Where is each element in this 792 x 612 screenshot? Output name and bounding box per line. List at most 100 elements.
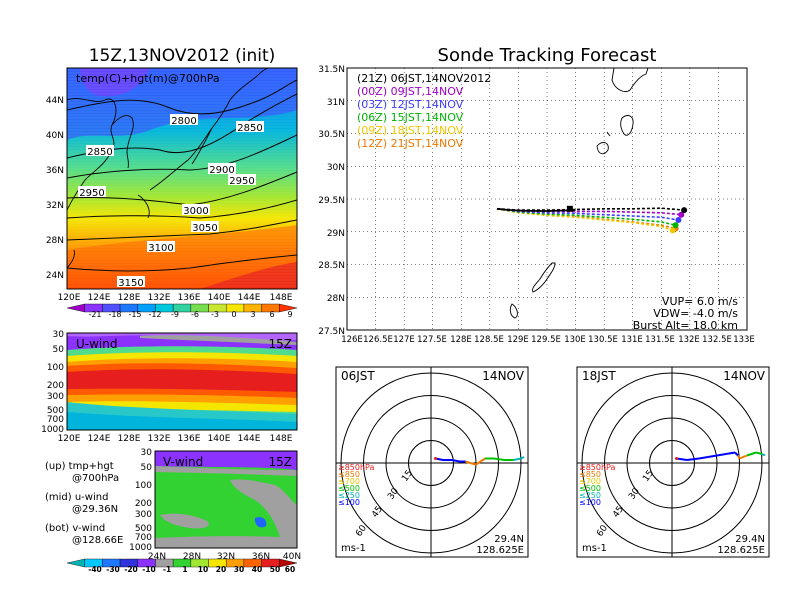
left-title: 15Z,13NOV2012 (init) bbox=[89, 46, 276, 66]
map-frame bbox=[66, 67, 298, 290]
map-lat-label: 36N bbox=[46, 166, 64, 176]
uwind-p-label: 50 bbox=[53, 345, 65, 355]
svg-text:2800: 2800 bbox=[171, 116, 196, 127]
track-lon-label: 126E bbox=[341, 335, 363, 345]
hodo-segment bbox=[707, 454, 718, 458]
temp-colorbar-label: -18 bbox=[108, 310, 121, 319]
track-lat-label: 29.5N bbox=[318, 196, 345, 206]
vwind-p-labels: 30 50 100 200 300 500 700 1000 bbox=[129, 448, 152, 553]
note-bot-line2: @128.66E bbox=[72, 535, 123, 546]
map-lon-label: 124E bbox=[88, 293, 111, 303]
hodo-right-p-2: ≤700 bbox=[579, 477, 601, 486]
wind-colorbar-label: -10 bbox=[142, 565, 156, 574]
hodo-left-p-0: ≥850hPa bbox=[338, 463, 375, 472]
track-lon-label: 133E bbox=[733, 335, 755, 345]
hodo-left-units: ms-1 bbox=[341, 543, 366, 554]
vwind-p-label: 700 bbox=[135, 533, 152, 543]
map-lat-label: 24N bbox=[46, 271, 64, 281]
svg-text:3000: 3000 bbox=[183, 206, 208, 217]
hodo-segment bbox=[479, 457, 486, 463]
hodo-left-lon: 128.625E bbox=[476, 545, 524, 556]
wind-colorbar-label: -20 bbox=[124, 565, 138, 574]
contour-label: 3000 bbox=[182, 204, 210, 217]
hodo-left-time: 06JST bbox=[341, 369, 375, 383]
svg-text:2850: 2850 bbox=[87, 147, 112, 158]
uwind-time: 15Z bbox=[269, 337, 293, 351]
temp-colorbar-label: 9 bbox=[287, 310, 292, 319]
wind-colorbar: -40 -30 -20 -10 -1 1 10 20 30 40 50 60 bbox=[66, 558, 298, 574]
svg-text:3100: 3100 bbox=[148, 243, 173, 254]
uwind-panel: U-wind 15Z 30 50 100 200 300 500 700 100… bbox=[41, 330, 298, 444]
contour-label: 2800 bbox=[170, 114, 198, 127]
uwind-label: U-wind bbox=[76, 337, 117, 351]
map-lat-label: 44N bbox=[46, 96, 64, 106]
hodograph-left: 06JST 14NOV 15 30 45 60 ≥850hPa ≤850 ≤70… bbox=[335, 366, 529, 558]
track-lat-label: 29N bbox=[327, 229, 345, 239]
hodo-left-p-4: ≤250 bbox=[338, 491, 360, 500]
contour-label: 2900 bbox=[208, 163, 236, 176]
track-params: VUP= 6.0 m/s VDW= -4.0 m/s Burst Alt= 18… bbox=[633, 295, 739, 332]
hodo-right-p-3: ≤500 bbox=[579, 484, 601, 493]
track-lat-label: 27.5N bbox=[318, 327, 345, 337]
track-lon-label: 131.5E bbox=[645, 335, 675, 345]
track-legend-12z: (12Z) 21JST,14NOV bbox=[357, 137, 464, 150]
hodo-left-p-3: ≤500 bbox=[338, 484, 360, 493]
hodo-segment bbox=[725, 451, 736, 455]
uwind-lon-label: 128E bbox=[118, 434, 141, 444]
hodo-segment bbox=[755, 451, 763, 455]
temp-colorbar-label: -15 bbox=[128, 310, 141, 319]
track-legend-06z: (06Z) 15JST,14NOV bbox=[357, 111, 464, 124]
hodo-left-lat: 29.4N bbox=[494, 534, 524, 545]
map-label: temp(C)+hgt(m)@700hPa bbox=[76, 72, 220, 85]
temp-colorbar-label: -3 bbox=[211, 310, 219, 319]
contour-label: 3150 bbox=[117, 276, 145, 289]
hodo-segment bbox=[465, 460, 471, 464]
track-lon-label: 128E bbox=[450, 335, 472, 345]
hodo-segment bbox=[734, 451, 739, 457]
hodo-segment bbox=[676, 457, 688, 461]
track-lon-label: 132E bbox=[678, 335, 700, 345]
uwind-lon-label: 148E bbox=[270, 434, 293, 444]
map-lat-label: 28N bbox=[46, 236, 64, 246]
track-endpoint bbox=[675, 216, 682, 223]
svg-text:3050: 3050 bbox=[192, 223, 217, 234]
uwind-lon-label: 140E bbox=[208, 434, 231, 444]
track-legend-00z: (00Z) 09JST,14NOV bbox=[357, 85, 464, 98]
wind-colorbar-label: 50 bbox=[270, 565, 280, 574]
uwind-p-label: 100 bbox=[47, 363, 64, 373]
hodo-segment bbox=[698, 456, 709, 460]
wind-colorbar-segment bbox=[279, 558, 298, 568]
burst-alt-param: Burst Alt= 18.0 km bbox=[633, 319, 738, 332]
uwind-p-label: 300 bbox=[47, 392, 64, 402]
vwind-p-label: 30 bbox=[141, 448, 153, 458]
wind-colorbar-segment bbox=[66, 558, 85, 568]
map-lat-labels: 44N 40N 36N 32N 28N 24N bbox=[46, 96, 64, 281]
temp-colorbar-segment bbox=[66, 303, 85, 313]
track-lat-label: 28.5N bbox=[318, 261, 345, 271]
track-lon-label: 130E bbox=[564, 335, 586, 345]
note-up-line1: (up) tmp+hgt bbox=[45, 461, 114, 472]
track-lon-label: 127E bbox=[393, 335, 415, 345]
track-lon-label: 130.5E bbox=[588, 335, 618, 345]
hodo-segment bbox=[716, 453, 727, 457]
note-bot-line1: (bot) v-wind bbox=[45, 523, 105, 534]
wind-colorbar-label: 1 bbox=[182, 565, 187, 574]
uwind-p-labels: 30 50 100 200 300 500 700 1000 bbox=[41, 330, 64, 435]
map-contour-labels: 2800 2850 2850 2900 2950 2950 3000 3050 … bbox=[78, 114, 264, 289]
temp-colorbar-segment bbox=[279, 303, 298, 313]
track-lon-label: 126.5E bbox=[363, 335, 393, 345]
uwind-p-label: 30 bbox=[53, 330, 65, 340]
hodo-right-p-1: ≤850 bbox=[579, 470, 601, 479]
track-lat-label: 30N bbox=[327, 163, 345, 173]
note-mid-line1: (mid) u-wind bbox=[45, 492, 108, 503]
hodo-left-p-2: ≤700 bbox=[338, 477, 360, 486]
track-lat-label: 31N bbox=[327, 98, 345, 108]
uwind-p-label: 200 bbox=[47, 381, 64, 391]
hodo-segment bbox=[737, 455, 741, 459]
uwind-lon-labels: 120E 124E 128E 132E 136E 140E 144E 148E bbox=[58, 434, 293, 444]
contour-label: 3050 bbox=[191, 221, 219, 234]
uwind-lon-label: 136E bbox=[178, 434, 201, 444]
hodo-segment bbox=[686, 457, 700, 461]
temp-colorbar-label: 0 bbox=[231, 310, 236, 319]
track-legend-03z: (03Z) 12JST,14NOV bbox=[357, 98, 464, 111]
